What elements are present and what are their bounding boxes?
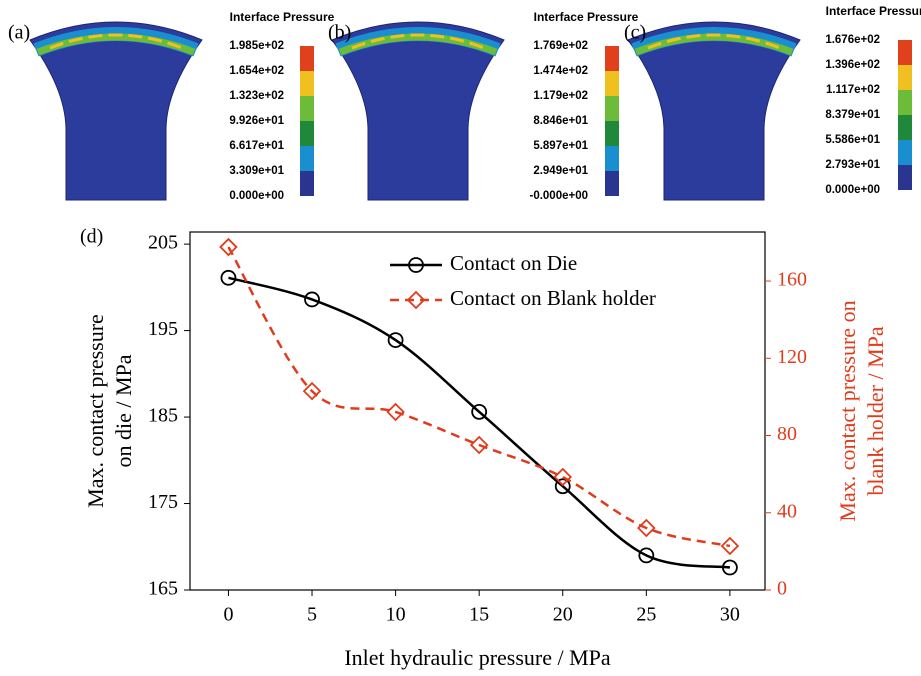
colorbar-segment [605,171,619,196]
figure: (a) Interface Pressure 1.985e+02 1.654e+02 1… [0,0,921,676]
colorbar-level: 6.617e+01 [229,140,284,152]
legend-label: Contact on Blank holder [450,286,656,310]
colorbar-level: 1.474e+02 [533,65,588,77]
x-axis-title: Inlet hydraulic pressure / MPa [344,645,611,670]
series-line [228,278,729,568]
colorbar-level: 9.926e+01 [229,115,284,127]
colorbar-level: 1.179e+02 [533,90,588,102]
colorbar-segment [605,71,619,96]
colorbar-segment [898,90,912,115]
colorbar-level: 1.676e+02 [825,34,880,46]
colorbar-segment [300,46,314,71]
panel-label: (a) [8,22,30,44]
colorbar-level: 1.985e+02 [229,40,284,52]
colorbar-level: 0.000e+00 [825,184,880,196]
y2-axis-title: blank holder / MPa [863,326,888,495]
colorbar-segment [300,146,314,171]
y-tick-label: 175 [148,491,178,513]
colorbar-segment [300,171,314,196]
y-tick-label: 165 [148,578,178,600]
colorbar-level: 2.949e+01 [533,165,588,177]
y2-tick-label: 160 [777,269,807,291]
colorbar-title: Interface Pressure [826,4,921,18]
panel-label: (b) [328,22,351,44]
y2-tick-label: 0 [777,578,787,600]
colorbar-level: 1.396e+02 [825,59,880,71]
y-tick-label: 205 [148,232,178,254]
x-tick-label: 15 [469,604,489,626]
chart-label: (d) [80,226,103,248]
colorbar-segment [605,121,619,146]
colorbar-segment [898,115,912,140]
y-tick-label: 195 [148,318,178,340]
colorbar-segment [898,140,912,165]
colorbar-title: Interface Pressure [230,10,335,24]
colorbar-segment [605,46,619,71]
colorbar-level: 5.586e+01 [825,134,880,146]
panel-label: (c) [624,22,646,44]
colorbar-segment [300,121,314,146]
colorbar-level: 8.846e+01 [533,115,588,127]
y2-tick-label: 120 [777,346,807,368]
colorbar-title: Interface Pressure [534,10,639,24]
colorbar-segment [605,96,619,121]
colorbar-level: 1.769e+02 [533,40,588,52]
colorbar-level: 2.793e+01 [825,159,880,171]
x-tick-label: 30 [720,604,740,626]
colorbar-level: 1.117e+02 [826,84,880,96]
colorbar-segment [605,146,619,171]
x-tick-label: 0 [223,604,233,626]
colorbar-level: 8.379e+01 [825,109,880,121]
colorbar-segment [300,71,314,96]
y2-tick-label: 40 [777,500,797,522]
colorbar-segment [898,65,912,90]
x-tick-label: 25 [636,604,656,626]
colorbar-level: -0.000e+00 [529,190,588,202]
colorbar-level: 1.654e+02 [229,65,284,77]
colorbar-segment [300,96,314,121]
colorbar-segment [898,40,912,65]
colorbar-level: 1.323e+02 [229,90,284,102]
y2-axis-title: Max. contact pressure on [835,300,860,521]
x-tick-label: 5 [307,604,317,626]
x-tick-label: 20 [553,604,573,626]
colorbar-level: 5.897e+01 [533,140,588,152]
x-tick-label: 10 [386,604,406,626]
colorbar-level: 0.000e+00 [229,190,284,202]
colorbar-level: 3.309e+01 [229,165,284,177]
legend-label: Contact on Die [450,251,577,275]
y2-tick-label: 80 [777,423,797,445]
y-tick-label: 185 [148,405,178,427]
colorbar-segment [898,165,912,190]
y-axis-title: on die / MPa [111,354,136,467]
y-axis-title: Max. contact pressure [83,314,108,508]
